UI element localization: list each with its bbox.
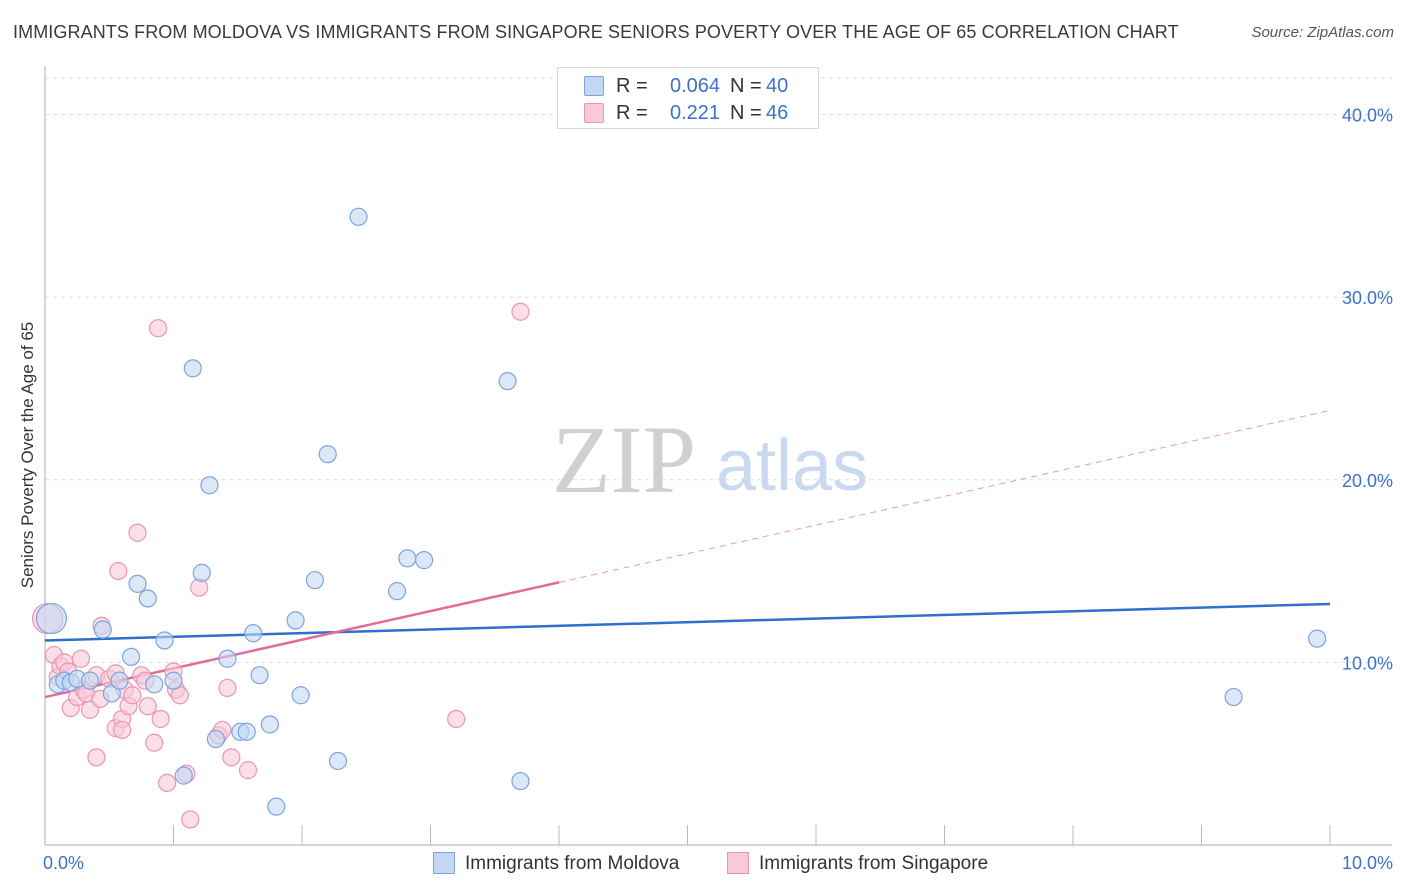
singapore-n-value: 46 <box>766 102 789 124</box>
moldova-point <box>291 686 310 705</box>
moldova-point <box>286 611 305 630</box>
moldova-swatch <box>584 76 604 96</box>
moldova-point <box>244 624 263 643</box>
singapore-point <box>148 319 168 338</box>
r-label: R = <box>616 75 648 97</box>
y-tick-label: 10.0% <box>1342 653 1393 673</box>
moldova-point <box>414 551 434 570</box>
moldova-point <box>260 715 279 734</box>
moldova-point <box>498 372 517 391</box>
singapore-point <box>218 678 237 698</box>
n-label: N = <box>730 102 762 124</box>
singapore-point <box>145 733 164 752</box>
singapore-point <box>511 302 530 321</box>
y-tick-label: 30.0% <box>1342 288 1393 308</box>
y-axis-label: Seniors Poverty Over the Age of 65 <box>18 321 37 589</box>
moldova-point <box>349 207 368 226</box>
moldova-point <box>328 751 348 771</box>
moldova-point <box>267 797 286 816</box>
moldova-point <box>218 649 237 668</box>
moldova-point <box>183 359 202 378</box>
y-tick-label: 20.0% <box>1342 471 1393 491</box>
moldova-point <box>511 771 530 791</box>
watermark-atlas: atlas <box>716 426 868 506</box>
moldova-point <box>387 582 407 601</box>
singapore-point <box>238 761 258 780</box>
singapore-legend-label: Immigrants from Singapore <box>759 853 989 874</box>
moldova-point <box>237 722 256 741</box>
singapore-swatch <box>584 103 604 123</box>
moldova-legend-label: Immigrants from Moldova <box>465 853 680 874</box>
singapore-trend-line <box>44 581 560 699</box>
moldova-point <box>206 729 226 749</box>
singapore-point <box>151 709 170 729</box>
moldova-point <box>110 671 129 690</box>
moldova-point <box>145 675 164 694</box>
moldova-point <box>200 476 219 495</box>
singapore-point <box>157 773 177 793</box>
r-label: R = <box>616 102 648 124</box>
moldova-point <box>138 589 157 608</box>
singapore-point <box>138 697 157 716</box>
legend-item-moldova[interactable]: Immigrants from Moldova <box>433 852 679 875</box>
legend-item-singapore[interactable]: Immigrants from Singapore <box>727 852 988 875</box>
moldova-point <box>398 549 417 568</box>
singapore-point <box>447 709 466 729</box>
source-credit: Source: ZipAtlas.com <box>1251 24 1394 41</box>
moldova-point <box>35 602 68 635</box>
x-tick-label: 0.0% <box>43 853 84 873</box>
moldova-point <box>192 563 211 582</box>
x-tick-label: 10.0% <box>1342 853 1393 873</box>
tick-labels: 10.0% 20.0% 30.0% 40.0% 0.0% 10.0% <box>43 106 1393 873</box>
moldova-point <box>305 571 324 590</box>
moldova-point <box>1224 687 1243 707</box>
watermark-zip: ZIP <box>552 406 696 513</box>
grid-lines <box>45 77 1392 663</box>
moldova-point <box>250 666 269 685</box>
correlation-legend: R = 0.064 N = 40 R = 0.221 N = 46 <box>557 67 819 129</box>
moldova-point <box>93 620 112 639</box>
y-tick-label: 40.0% <box>1342 106 1393 126</box>
singapore-r-value: 0.221 <box>669 102 721 124</box>
moldova-legend-swatch <box>433 852 455 874</box>
singapore-point <box>109 561 128 581</box>
moldova-point <box>121 647 141 667</box>
moldova-point <box>80 671 100 690</box>
singapore-point <box>222 748 241 767</box>
moldova-r-value: 0.064 <box>669 75 721 97</box>
moldova-n-value: 40 <box>766 75 789 97</box>
axes <box>44 66 1392 846</box>
singapore-point <box>71 649 91 668</box>
moldova-trend-line <box>44 602 1331 642</box>
moldova-point <box>174 766 193 785</box>
data-points <box>31 207 1327 829</box>
singapore-point <box>123 686 142 705</box>
moldova-point <box>164 671 183 690</box>
watermark: ZIP atlas <box>552 406 868 513</box>
singapore-point <box>112 720 132 740</box>
singapore-point <box>181 810 200 829</box>
singapore-point <box>87 748 106 767</box>
moldova-point <box>318 445 337 464</box>
moldova-point <box>128 574 147 593</box>
moldova-point <box>155 631 174 650</box>
singapore-point <box>128 523 147 542</box>
chart-title: IMMIGRANTS FROM MOLDOVA VS IMMIGRANTS FR… <box>13 22 1179 42</box>
n-label: N = <box>730 75 762 97</box>
moldova-point <box>1308 629 1327 648</box>
singapore-legend-swatch <box>727 852 749 874</box>
